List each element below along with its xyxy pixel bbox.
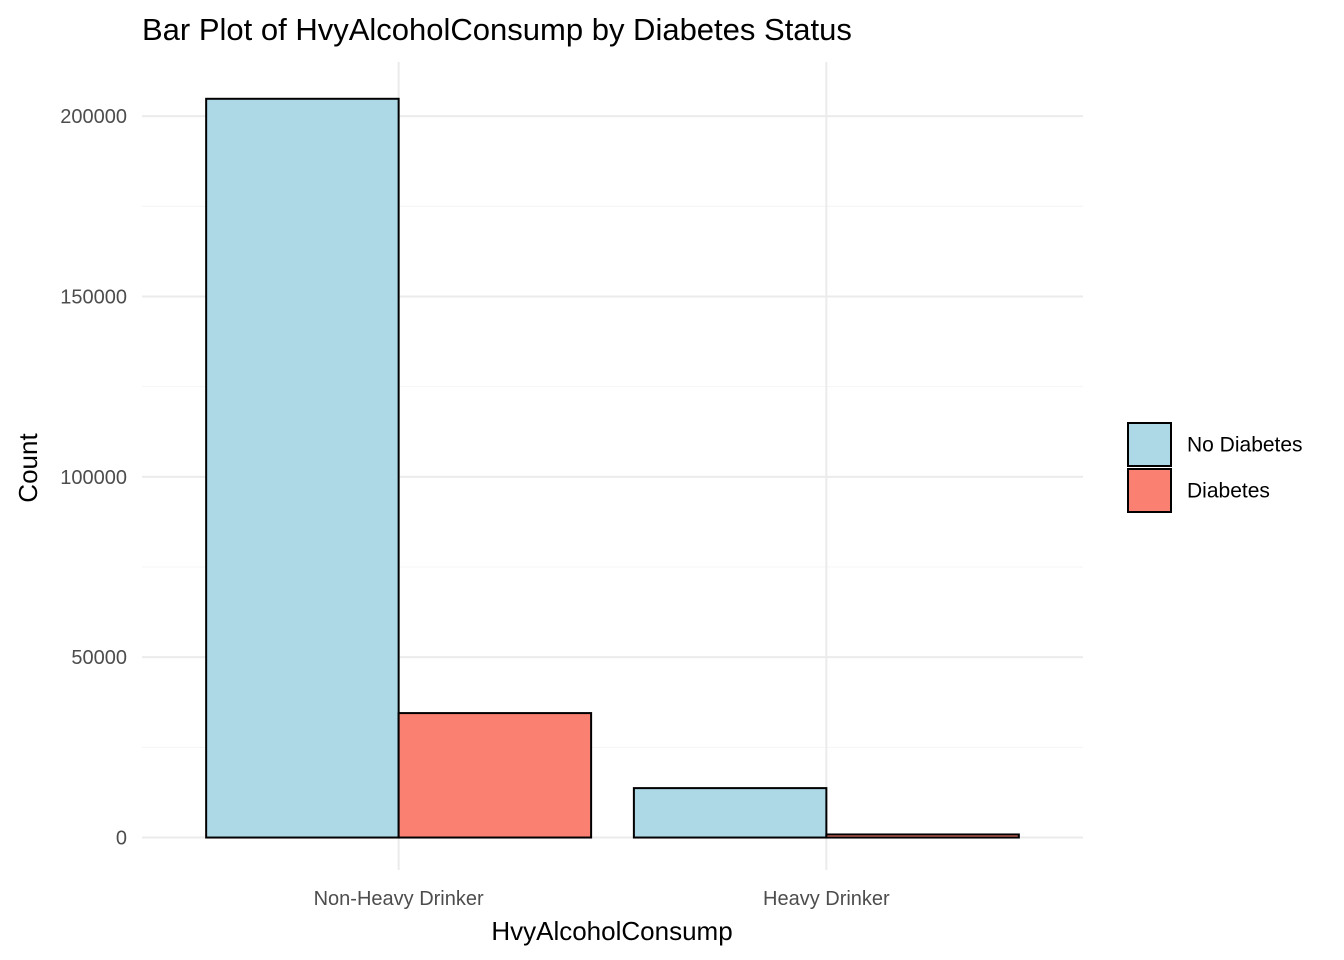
legend-label: Diabetes (1187, 480, 1270, 503)
bar-no-diabetes-0 (205, 97, 400, 839)
bar-no-diabetes-1 (632, 787, 828, 839)
x-axis-ticks: Non-Heavy Drinker Heavy Drinker (314, 888, 890, 910)
x-tick-label: Non-Heavy Drinker (314, 888, 484, 910)
y-tick-label: 150000 (60, 286, 127, 308)
legend-key (1127, 422, 1172, 467)
y-tick-label: 200000 (60, 106, 127, 128)
y-axis-ticks: 0 50000 100000 150000 200000 (60, 106, 127, 849)
y-axis-title: Count (13, 433, 43, 503)
legend-key (1127, 468, 1172, 513)
legend: No Diabetes Diabetes (1127, 422, 1303, 513)
x-tick-label: Heavy Drinker (763, 888, 890, 910)
y-tick-label: 100000 (60, 467, 127, 489)
y-tick-label: 50000 (71, 647, 127, 669)
x-axis-title: HvyAlcoholConsump (491, 916, 732, 946)
legend-label: No Diabetes (1187, 434, 1303, 457)
bar-diabetes-1 (825, 833, 1020, 839)
bars (205, 97, 1020, 839)
y-tick-label: 0 (116, 828, 127, 850)
bar-diabetes-0 (397, 712, 593, 839)
chart-title: Bar Plot of HvyAlcoholConsump by Diabete… (142, 12, 852, 47)
